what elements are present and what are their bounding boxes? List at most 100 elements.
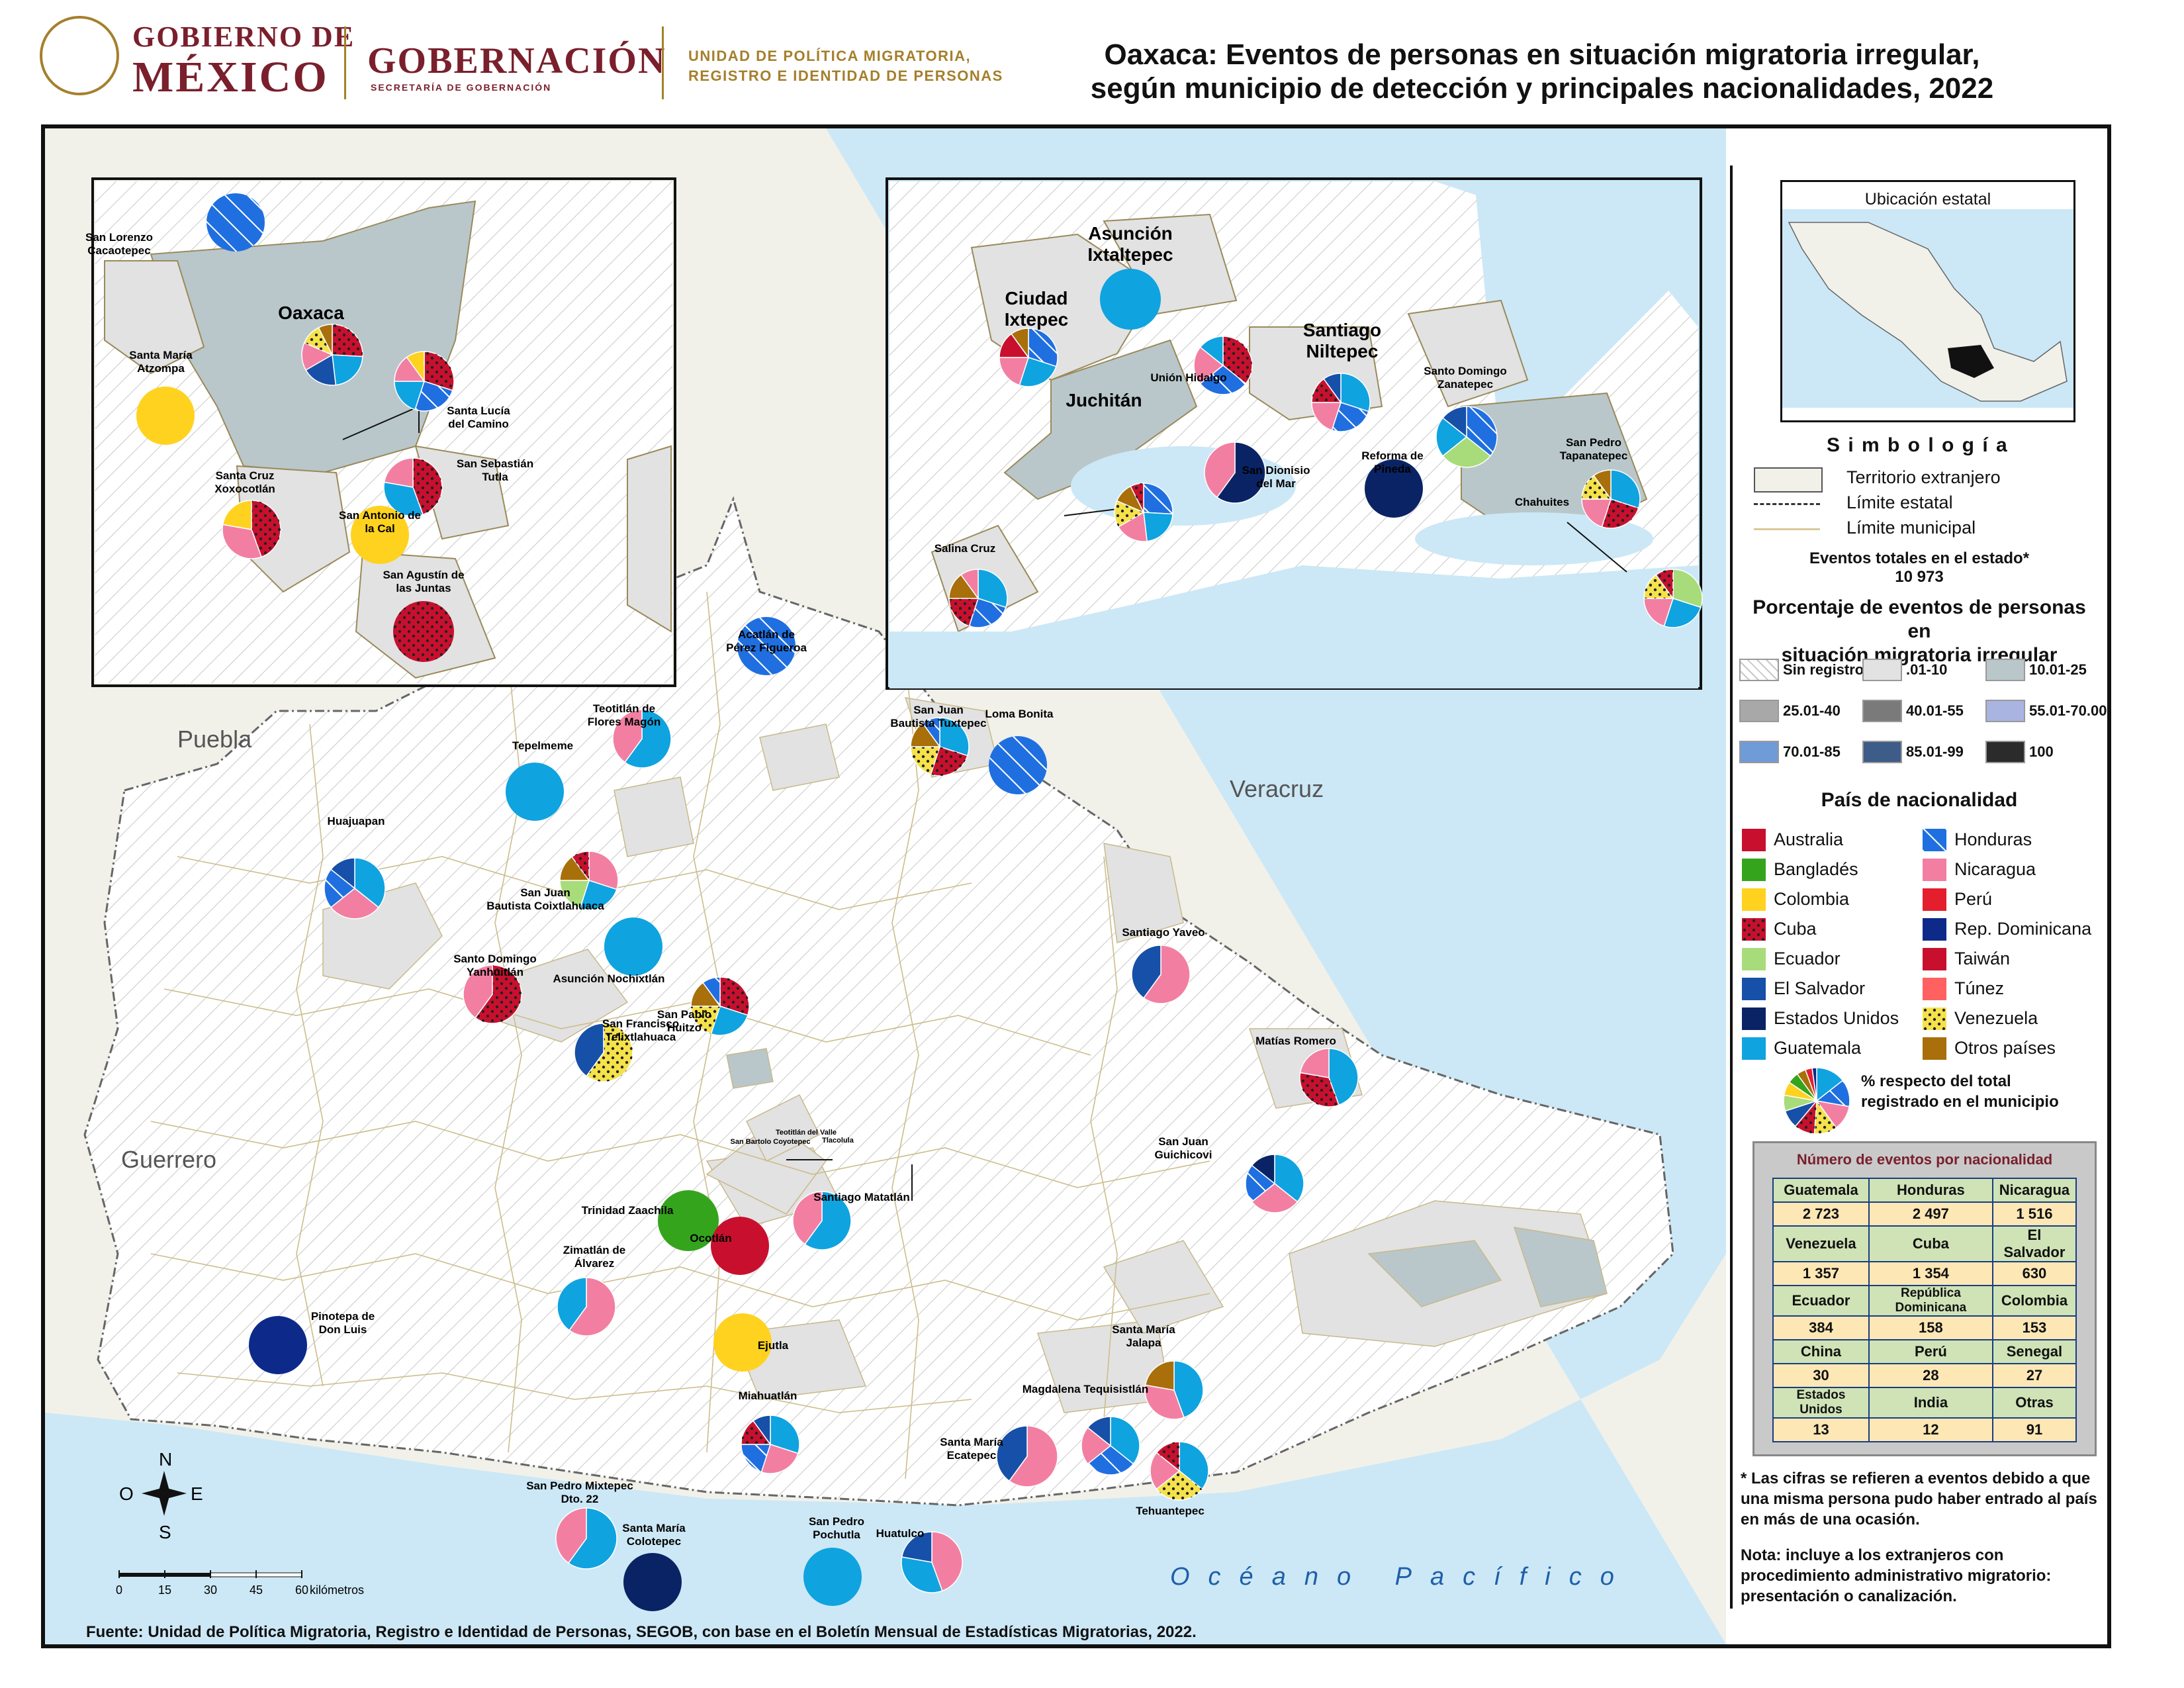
country-right-label-0: Honduras [1954, 829, 2032, 849]
label-tepelmeme: Tepelmeme [512, 739, 573, 752]
pie-pinotepa-de-don-luis [249, 1316, 307, 1374]
pie-san-juan-bautista-tuxtepec-slice-pattern-2 [911, 747, 940, 774]
pie-san-pedro-tapanatepec-slice-pattern-3 [1582, 475, 1611, 499]
pie-magdalena-tequisistlan-slice-2 [1081, 1427, 1112, 1465]
pie-tehuantepec-slice-pattern-1 [1156, 1471, 1203, 1500]
municipal-shading-dark [726, 1048, 1608, 1307]
range-swatch-6 [1739, 741, 1779, 763]
scale-tick-0: 0 [116, 1583, 122, 1597]
pie-santiago-matatlan-slice-0 [804, 1191, 852, 1250]
pie-legend-chart-slice-11 [1811, 1067, 1817, 1102]
pie-salina-cruz-slice-pattern-1 [969, 598, 1006, 628]
table-country-3-2: Senegal [1991, 1339, 2077, 1364]
pie-santiago-niltepec-slice-2 [1311, 402, 1342, 431]
table-country-1-1: Cuba [1868, 1225, 1993, 1262]
label-santa-maria-ecatepec: Santa María Ecatepec [940, 1436, 1003, 1462]
pie-santa-maria-jalapa-slice-2 [1144, 1360, 1175, 1391]
pie-trinidad-zaachila-slice [658, 1190, 719, 1251]
table-value-row: 13 12 91 [1772, 1417, 2077, 1442]
country-right-swatch-0 [1923, 828, 1946, 851]
pie-san-juan-guichicovi-slice-0 [1274, 1154, 1304, 1203]
pie-san-juan-bautista-coixtlahuaca-slice-2 [559, 880, 590, 909]
pie-santo-domingo-zanatepec-slice-3 [1441, 406, 1467, 438]
territory-swatch [1754, 467, 1823, 492]
table-value-0-0: 2 723 [1772, 1201, 1870, 1227]
pie-magdalena-tequisistlan-slice-0 [1110, 1416, 1140, 1465]
pais-title: País de nacionalidad [1821, 789, 2018, 811]
small-label-2: San Bartolo Coyotepec [730, 1138, 810, 1146]
pie-huajuapan [324, 857, 386, 919]
range-item-8: 100 [1985, 741, 2054, 763]
mexico-location-svg [1782, 209, 2073, 408]
pie-miahuatlan-slice-4 [752, 1415, 771, 1446]
pie-san-juan-guichicovi-slice-1 [1251, 1183, 1298, 1213]
table-country-4-2: Otras [1991, 1387, 2077, 1419]
table-value-3-1: 28 [1868, 1363, 1993, 1388]
table-value-3-2: 27 [1991, 1363, 2077, 1388]
label-zimatlan-de-alvarez: Zimatlán de Álvarez [563, 1244, 625, 1270]
pie-san-sebastian-tutla-slice-2 [383, 457, 414, 488]
gobernacion-sub: SECRETARÍA DE GOBERNACIÓN [371, 82, 552, 93]
pie-santo-domingo-zanatepec [1435, 406, 1498, 468]
pie-chahuites-slice-0 [1672, 569, 1703, 608]
pie-asuncion-ixtaltepec-slice [1100, 269, 1161, 330]
pie-san-juan-bautista-tuxtepec [910, 717, 970, 776]
pie-san-pedro-tapanatepec-slice-4 [1593, 469, 1612, 501]
pie-san-juan-bautista-tuxtepec-slice-0 [939, 717, 970, 757]
nationality-table: Guatemala Honduras Nicaragua 2 723 2 497 1 51… [1772, 1178, 2077, 1442]
gov-line1: GOBIERNO DE [132, 21, 355, 53]
pie-san-lorenzo-cacaotepec [206, 193, 265, 252]
gobierno-de-mexico-logo: GOBIERNO DE MÉXICO [132, 23, 355, 99]
label-ejutla: Ejutla [758, 1339, 789, 1352]
country-legend-right: Honduras Nicaragua Perú Rep. Dominicana Taiw… [1923, 825, 2115, 1063]
pie-ciudad-ixtepec [999, 328, 1058, 387]
label-huatulco: Huatulco [876, 1527, 925, 1540]
pie-tehuantepec-slice-2 [1150, 1452, 1181, 1490]
pie-san-pedro-tapanatepec [1581, 469, 1641, 529]
pie-santa-cruz-xoxocotlan-slice-1 [222, 524, 263, 559]
compass-o: O [119, 1483, 134, 1504]
inset-oaxaca-content [95, 181, 672, 683]
pie-acatlan-de-perez-figueroa [737, 617, 796, 675]
pie-santo-domingo-zanatepec-slice-1 [1441, 436, 1492, 468]
municipal-limit-label: Límite municipal [1846, 518, 1976, 538]
footnote-2: Nota: incluye a los extranjeros con proc… [1741, 1546, 2052, 1606]
label-magdalena-tequisistlan: Magdalena Tequisistlán [1023, 1383, 1149, 1395]
pie-san-francisco-telixtlahuaca-slice-1 [574, 1023, 604, 1077]
pie-union-hidalgo-slice-3 [1199, 336, 1224, 367]
country-left-label-3: Cuba [1774, 919, 1817, 939]
pie-santa-lucia-del-camino-slice-4 [406, 351, 425, 383]
country-right-item-0: Honduras [1923, 825, 2115, 855]
pie-santo-domingo-zanatepec-slice-2 [1435, 417, 1468, 457]
country-right-label-1: Nicaragua [1954, 859, 2036, 879]
pie-matias-romero-slice-2 [1299, 1048, 1330, 1078]
table-value-2-2: 153 [1991, 1315, 2077, 1340]
compass-n: N [159, 1449, 172, 1470]
country-right-label-3: Rep. Dominicana [1954, 919, 2092, 939]
pie-santo-domingo-yanhuitlan-slice-1 [463, 964, 493, 1019]
pie-huatulco-slice-1 [901, 1556, 943, 1593]
scale-tick-1: 15 [158, 1583, 171, 1597]
range-item-0: Sin registro [1739, 659, 1864, 681]
pie-salina-cruz-slice-0 [978, 569, 1008, 608]
table-country-3-1: Perú [1868, 1339, 1993, 1364]
total-events-value: 10 973 [1895, 568, 1944, 586]
label-huajuapan: Huajuapan [328, 815, 385, 827]
pie-santiago-yaveo-slice-0 [1143, 945, 1191, 1004]
upm-line2: REGISTRO E IDENTIDAD DE PERSONAS [688, 67, 1003, 84]
country-right-label-7: Otros países [1954, 1038, 2056, 1058]
gov-line2: MÉXICO [132, 53, 329, 101]
pie-asuncion-ixtaltepec [1100, 269, 1161, 330]
source-note: Fuente: Unidad de Política Migratoria, R… [86, 1623, 1197, 1641]
pie-santiago-matatlan-slice-1 [792, 1191, 823, 1245]
pie-san-pedro-tapanatepec-slice-pattern-1 [1602, 499, 1639, 528]
table-value-row: 384 158 153 [1772, 1315, 2077, 1340]
pie-asuncion-nochixtlan-slice [604, 917, 662, 976]
range-swatch-5 [1985, 700, 2025, 722]
pie-san-francisco-telixtlahuaca-slice-pattern-0 [586, 1023, 633, 1082]
pie-union-hidalgo-slice-2 [1193, 346, 1224, 385]
country-left-label-4: Ecuador [1774, 949, 1841, 968]
country-legend-left: Australia Bangladés Colombia Cuba Ecuador El … [1742, 825, 1921, 1063]
pie-salina-cruz-slice-pattern-2 [949, 598, 978, 626]
range-swatch-7 [1862, 741, 1902, 763]
